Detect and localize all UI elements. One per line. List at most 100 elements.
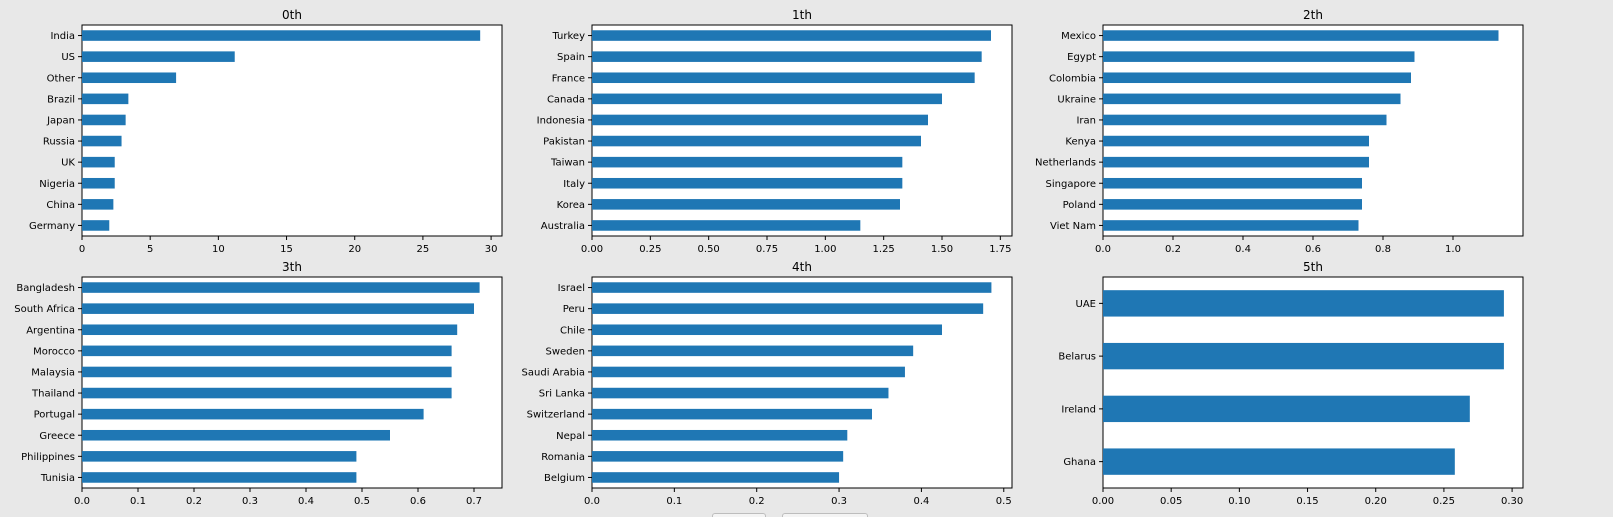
- chart-title-1: 1th: [792, 8, 812, 22]
- xtick-label-3-5: 0.5: [354, 496, 370, 507]
- ytick-label-5-2: Ireland: [1061, 404, 1096, 415]
- bar-4-4: [592, 366, 905, 378]
- xtick-label-2-1: 0.2: [1165, 244, 1181, 255]
- bar-3-1: [82, 303, 474, 314]
- bar-1-1: [592, 51, 982, 62]
- ytick-label-0-6: UK: [61, 158, 75, 169]
- ytick-label-3-2: Argentina: [26, 325, 75, 336]
- xtick-label-0-2: 10: [212, 244, 225, 255]
- bar-3-7: [82, 429, 390, 441]
- bar-3-5: [82, 387, 452, 399]
- xtick-label-3-2: 0.2: [186, 496, 202, 507]
- bar-0-6: [82, 156, 115, 168]
- xtick-label-0-4: 20: [348, 244, 361, 255]
- ytick-label-3-6: Portugal: [34, 410, 75, 421]
- xtick-label-1-6: 1.50: [931, 244, 953, 255]
- bar-1-6: [592, 156, 903, 168]
- bar-1-3: [592, 93, 942, 105]
- ytick-label-5-0: UAE: [1076, 299, 1096, 310]
- ytick-label-4-9: Belgium: [544, 473, 585, 484]
- xtick-label-4-4: 0.4: [913, 496, 929, 507]
- bar-2-6: [1103, 156, 1369, 168]
- bar-3-3: [82, 345, 452, 357]
- bar-4-7: [592, 429, 848, 441]
- ytick-label-3-8: Philippines: [21, 452, 75, 463]
- ytick-label-4-8: Romania: [541, 452, 585, 463]
- bar-2-3: [1103, 93, 1401, 105]
- bar-3-0: [82, 282, 480, 293]
- bar-1-5: [592, 135, 921, 147]
- ytick-label-1-0: Turkey: [551, 31, 585, 42]
- ytick-label-2-1: Egypt: [1067, 52, 1096, 63]
- xtick-label-0-1: 5: [147, 244, 153, 255]
- ytick-label-2-9: Viet Nam: [1050, 221, 1096, 232]
- bar-2-0: [1103, 30, 1499, 41]
- bar-0-1: [82, 51, 235, 62]
- xtick-label-2-5: 1.0: [1445, 244, 1461, 255]
- ytick-label-1-1: Spain: [557, 52, 585, 63]
- bar-4-3: [592, 345, 914, 357]
- bar-2-1: [1103, 51, 1415, 62]
- ytick-label-2-6: Netherlands: [1035, 158, 1096, 169]
- ytick-label-1-4: Indonesia: [537, 115, 585, 126]
- ytick-label-0-3: Brazil: [47, 94, 75, 105]
- bar-0-8: [82, 199, 114, 210]
- xtick-label-3-3: 0.3: [242, 496, 258, 507]
- bar-5-2: [1103, 395, 1470, 423]
- xtick-label-0-6: 30: [485, 244, 498, 255]
- ytick-label-1-3: Canada: [547, 94, 585, 105]
- ytick-label-4-2: Chile: [560, 325, 585, 336]
- xtick-label-2-2: 0.4: [1235, 244, 1251, 255]
- xtick-label-3-0: 0.0: [74, 496, 90, 507]
- xtick-label-5-6: 0.30: [1501, 496, 1523, 507]
- ytick-label-2-2: Colombia: [1049, 73, 1096, 84]
- xtick-label-1-7: 1.75: [989, 244, 1011, 255]
- bar-1-0: [592, 30, 991, 41]
- xtick-label-1-4: 1.00: [814, 244, 836, 255]
- toolbar-button-clipped[interactable]: [782, 513, 868, 517]
- xtick-label-4-3: 0.3: [831, 496, 847, 507]
- ytick-label-4-3: Sweden: [545, 346, 585, 357]
- ytick-label-3-4: Malaysia: [31, 367, 75, 378]
- toolbar-button-clipped[interactable]: [712, 513, 766, 517]
- xtick-label-1-3: 0.75: [756, 244, 778, 255]
- ytick-label-5-3: Ghana: [1063, 457, 1096, 468]
- ytick-label-4-4: Saudi Arabia: [522, 367, 585, 378]
- bar-3-6: [82, 408, 424, 420]
- ytick-label-0-8: China: [46, 200, 75, 211]
- ytick-label-4-6: Switzerland: [527, 410, 585, 421]
- bar-2-4: [1103, 114, 1387, 126]
- bar-3-8: [82, 451, 357, 462]
- ytick-label-4-0: Israel: [558, 283, 585, 294]
- ytick-label-0-7: Nigeria: [39, 179, 75, 190]
- xtick-label-4-5: 0.5: [996, 496, 1012, 507]
- bar-0-3: [82, 93, 129, 105]
- xtick-label-3-4: 0.4: [298, 496, 314, 507]
- bar-4-2: [592, 324, 942, 336]
- ytick-label-3-7: Greece: [39, 431, 75, 442]
- bar-4-1: [592, 303, 984, 314]
- ytick-label-4-7: Nepal: [556, 431, 585, 442]
- xtick-label-3-7: 0.7: [466, 496, 482, 507]
- ytick-label-2-8: Poland: [1063, 200, 1096, 211]
- xtick-label-2-3: 0.6: [1305, 244, 1321, 255]
- ytick-label-2-4: Iran: [1076, 115, 1096, 126]
- chart-title-3: 3th: [282, 260, 302, 274]
- bar-0-2: [82, 72, 177, 84]
- xtick-label-3-1: 0.1: [130, 496, 146, 507]
- xtick-label-1-0: 0.00: [581, 244, 603, 255]
- bar-5-0: [1103, 290, 1504, 317]
- bar-1-7: [592, 177, 903, 189]
- ytick-label-1-8: Korea: [557, 200, 585, 211]
- xtick-label-0-0: 0: [79, 244, 85, 255]
- bar-1-4: [592, 114, 928, 126]
- xtick-label-5-4: 0.20: [1365, 496, 1387, 507]
- ytick-label-3-3: Morocco: [33, 346, 75, 357]
- bar-4-0: [592, 282, 992, 293]
- xtick-label-5-0: 0.00: [1092, 496, 1114, 507]
- ytick-label-2-7: Singapore: [1046, 179, 1096, 190]
- bar-3-9: [82, 472, 357, 483]
- ytick-label-0-4: Japan: [46, 115, 75, 126]
- ytick-label-0-9: Germany: [29, 221, 75, 232]
- xtick-label-4-1: 0.1: [666, 496, 682, 507]
